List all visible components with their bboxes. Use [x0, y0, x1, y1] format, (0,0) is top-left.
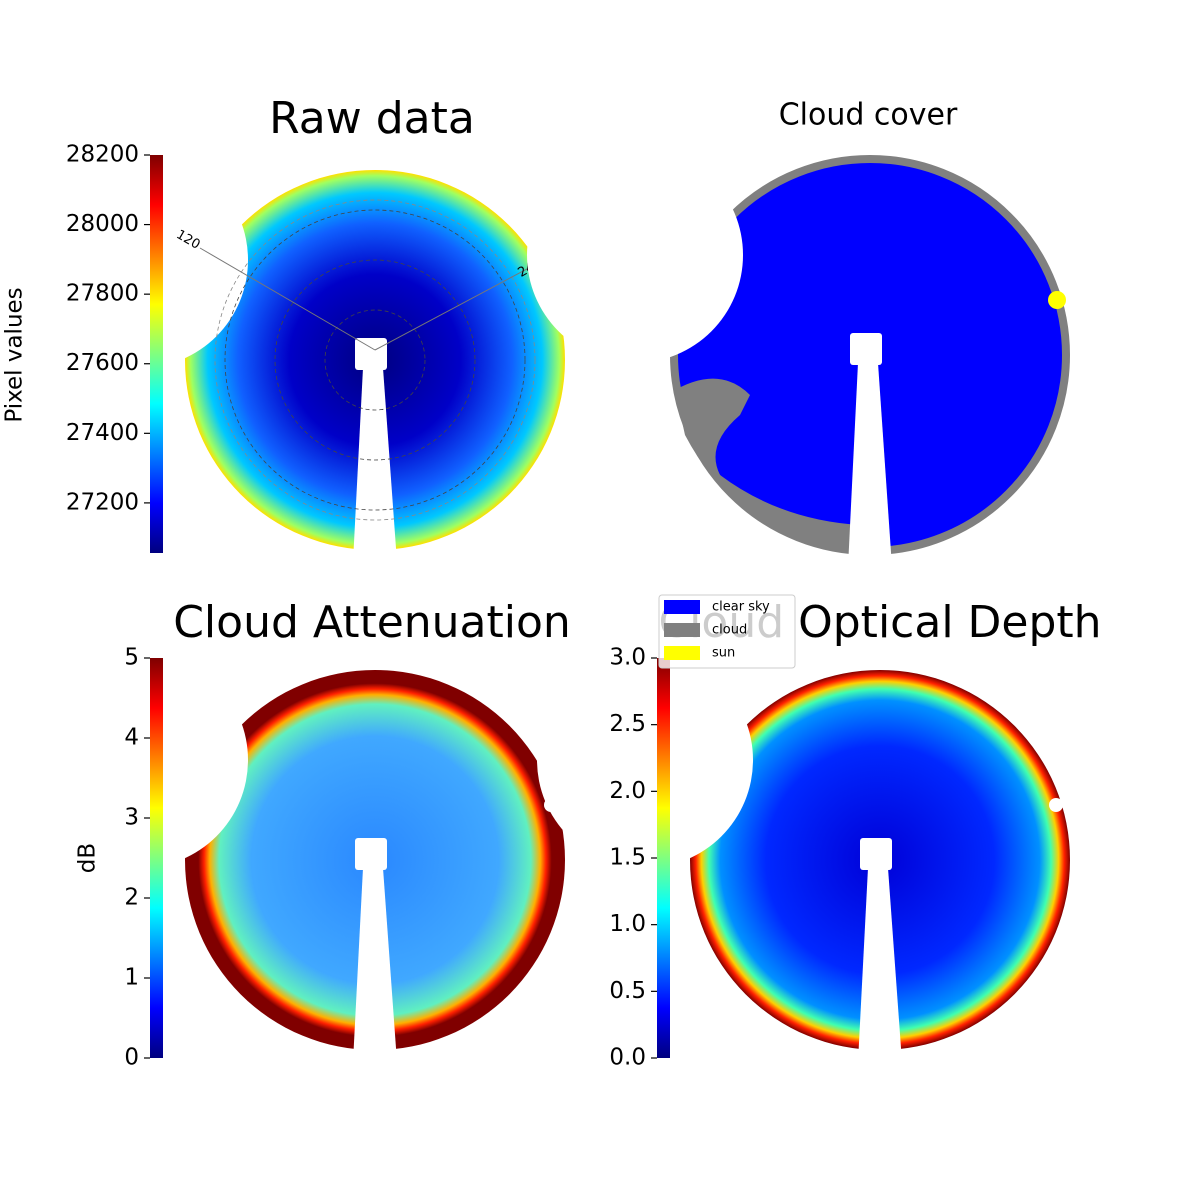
- colorbar: [150, 155, 163, 553]
- colorbar-tick-label: 28200: [66, 142, 139, 168]
- colorbar-tick-label: 0: [124, 1045, 139, 1071]
- mask: [848, 363, 892, 567]
- mask: [355, 338, 387, 370]
- panel-title: Cloud cover: [779, 98, 958, 133]
- colorbar-tick-label: 1: [124, 965, 139, 991]
- sun: [1048, 291, 1066, 309]
- mask: [353, 868, 397, 1062]
- colorbar-tick-label: 27200: [66, 489, 139, 515]
- mask: [355, 838, 387, 870]
- mask: [860, 838, 892, 870]
- colorbar-tick-label: 3.0: [609, 645, 646, 671]
- mask: [858, 868, 902, 1062]
- colorbar-tick-label: 27800: [66, 281, 139, 307]
- colorbar-tick-label: 3: [124, 805, 139, 831]
- polar-grid: [324, 309, 426, 411]
- colorbar-tick-label: 2.0: [609, 778, 646, 804]
- mask: [353, 368, 397, 562]
- mask: [32, 152, 248, 368]
- mask: [32, 652, 248, 868]
- legend-swatch: [664, 646, 700, 660]
- legend-label: sun: [712, 646, 735, 661]
- mask: [527, 147, 743, 363]
- legend-label: clear sky: [712, 600, 770, 615]
- legend-label: cloud: [712, 623, 747, 638]
- colorbar-tick-label: 27400: [66, 420, 139, 446]
- colorbar-tick-label: 2.5: [609, 711, 646, 737]
- colorbar-tick-label: 0.0: [609, 1045, 646, 1071]
- polar-grid: [214, 199, 536, 521]
- colorbar-label: dB: [75, 843, 101, 873]
- colorbar: [657, 658, 670, 1058]
- polar-spoke: [199, 247, 376, 351]
- legend-swatch: [664, 623, 700, 637]
- legend-swatch: [664, 600, 700, 614]
- polar-grid: [274, 259, 476, 461]
- panel-title: Cloud Attenuation: [173, 597, 571, 648]
- colorbar-tick-label: 5: [124, 645, 139, 671]
- colorbar-tick-label: 28000: [66, 211, 139, 237]
- colorbar-tick-label: 27600: [66, 350, 139, 376]
- colorbar-tick-label: 0.5: [609, 978, 646, 1004]
- colorbar-tick-label: 2: [124, 885, 139, 911]
- sun-mask: [1049, 798, 1063, 812]
- cloud-region: [675, 378, 860, 555]
- panel-title: Raw data: [269, 93, 475, 144]
- colorbar: [150, 658, 163, 1058]
- colorbar-tick-label: 4: [124, 725, 139, 751]
- mask: [850, 333, 882, 365]
- colorbar-label: Pixel values: [2, 287, 28, 422]
- colorbar-tick-label: 1.5: [609, 845, 646, 871]
- colorbar-tick-label: 1.0: [609, 911, 646, 937]
- mask: [537, 652, 753, 868]
- polar-grid: [224, 209, 526, 511]
